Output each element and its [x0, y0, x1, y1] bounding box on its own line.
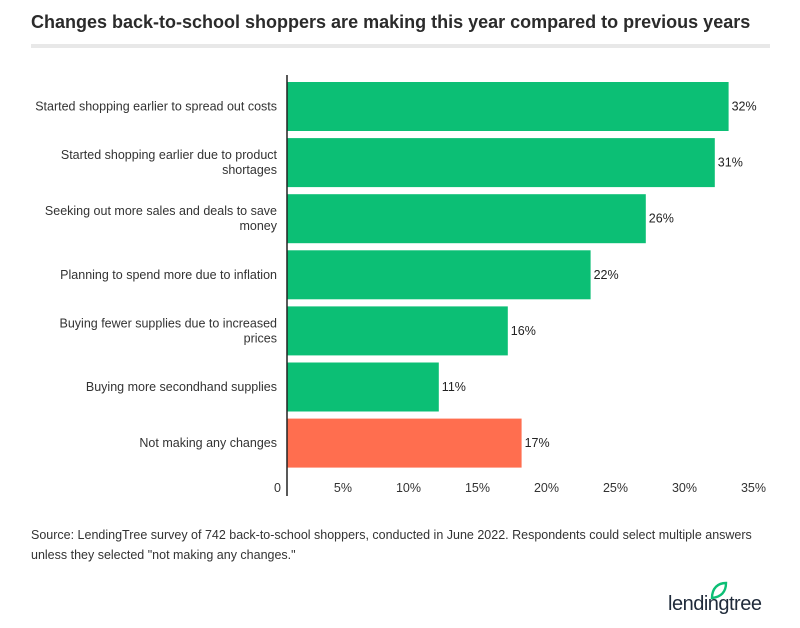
category-label: Buying fewer supplies due to increased — [60, 316, 278, 330]
lendingtree-logo: lendingtree — [668, 581, 762, 614]
category-label: Buying more secondhand supplies — [86, 380, 277, 394]
x-tick-label: 25% — [603, 481, 628, 495]
x-tick-label: 20% — [534, 481, 559, 495]
data-label: 31% — [718, 156, 743, 170]
bar — [287, 138, 715, 188]
x-tick-label: 15% — [465, 481, 490, 495]
data-label: 32% — [732, 100, 757, 114]
svg-text:lendingtree: lendingtree — [668, 593, 762, 614]
data-label: 26% — [649, 212, 674, 226]
x-tick-label: 10% — [396, 481, 421, 495]
bar-chart: 32% Started shopping earlier to spread ou… — [35, 75, 766, 496]
bar — [287, 250, 591, 300]
category-label: Not making any changes — [139, 436, 277, 450]
category-label: money — [239, 219, 277, 233]
category-label: Seeking out more sales and deals to save — [45, 204, 277, 218]
category-label: Started shopping earlier due to product — [61, 148, 278, 162]
bar — [287, 418, 522, 468]
data-label: 17% — [525, 436, 550, 450]
leaf-icon — [710, 581, 728, 600]
title-divider — [31, 44, 770, 48]
category-label: shortages — [222, 163, 277, 177]
category-label: prices — [244, 331, 277, 345]
bar — [287, 362, 439, 412]
data-label: 22% — [594, 268, 619, 282]
chart-title: Changes back-to-school shoppers are maki… — [31, 12, 751, 32]
x-tick-label: 35% — [741, 481, 766, 495]
data-label: 11% — [442, 380, 466, 394]
category-label: Started shopping earlier to spread out c… — [35, 100, 277, 114]
bar — [287, 306, 508, 356]
x-tick-label: 30% — [672, 481, 697, 495]
x-tick-label: 0 — [274, 481, 281, 495]
bar — [287, 194, 646, 244]
x-tick-label: 5% — [334, 481, 352, 495]
category-label: Planning to spend more due to inflation — [60, 268, 277, 282]
bar — [287, 82, 729, 131]
data-label: 16% — [511, 324, 536, 338]
source-note: Source: LendingTree survey of 742 back-t… — [31, 528, 752, 562]
